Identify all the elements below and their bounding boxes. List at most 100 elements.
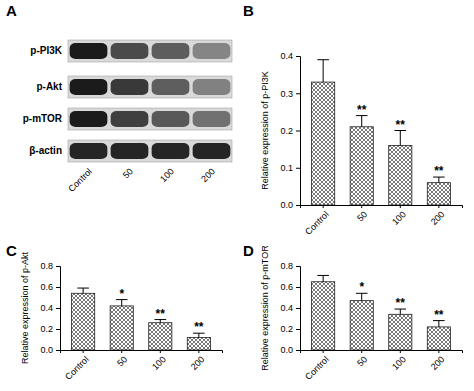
blot-band <box>70 79 108 95</box>
tick-label: 0.0 <box>280 200 293 210</box>
y-tick: 0.3 <box>280 89 300 99</box>
tick-mark <box>296 168 300 169</box>
tick-mark <box>296 266 300 267</box>
tick-label: 50 <box>115 354 129 368</box>
tick-mark <box>296 93 300 94</box>
tick-label: 0.0 <box>40 345 53 355</box>
y-tick: 0.0 <box>280 345 300 355</box>
tick-mark <box>296 131 300 132</box>
panel-letter: A <box>6 2 17 19</box>
tick-label: 200 <box>429 354 447 372</box>
tick-label: 0.8 <box>40 261 53 271</box>
tick-mark <box>400 205 401 208</box>
tick-mark <box>438 205 439 208</box>
blot-band <box>111 43 149 59</box>
blot-band <box>152 143 190 159</box>
tick-label: 0.8 <box>280 261 293 271</box>
tick-label: 0.0 <box>280 345 293 355</box>
significance: ** <box>434 308 444 322</box>
y-tick: 0.6 <box>40 282 60 292</box>
error-bar <box>317 275 329 281</box>
x-tick: 100 <box>390 205 408 227</box>
error-cap <box>317 275 329 276</box>
blot-lane-label: 200 <box>199 166 217 184</box>
chart-title: B <box>243 2 254 19</box>
error-cap <box>317 59 329 60</box>
tick-mark <box>296 205 300 206</box>
tick-label: 50 <box>355 354 369 368</box>
x-axis: Control50100200 <box>61 350 223 382</box>
y-axis: 0.00.10.20.30.4 <box>280 51 300 210</box>
x-tick: 200 <box>189 350 207 372</box>
axis-line <box>301 206 463 209</box>
bar <box>149 323 172 350</box>
tick-mark <box>323 350 324 353</box>
error-cap <box>77 288 89 289</box>
tick-label: 0.3 <box>280 89 293 99</box>
significance: ** <box>156 307 166 321</box>
blot-band <box>193 143 231 159</box>
tick-mark <box>296 56 300 57</box>
bar <box>350 301 373 350</box>
tick-mark <box>56 350 60 351</box>
error-stem <box>361 293 362 300</box>
y-tick: 0.4 <box>280 303 300 313</box>
y-tick: 0.4 <box>40 303 60 313</box>
blot-band <box>193 79 231 95</box>
plot-area <box>312 275 451 350</box>
blot-band <box>70 43 108 59</box>
tick-mark <box>296 287 300 288</box>
bar <box>350 127 373 205</box>
bar <box>427 183 450 205</box>
error-bar <box>77 288 89 293</box>
x-tick: 100 <box>150 350 168 372</box>
tick-label: 0.2 <box>280 126 293 136</box>
tick-label: 0.4 <box>280 303 293 313</box>
tick-label: 0.1 <box>280 163 293 173</box>
blot-band <box>152 43 190 59</box>
blot-band <box>70 111 108 127</box>
blot-strip <box>68 40 232 62</box>
tick-mark <box>361 350 362 353</box>
y-axis-title: Relative expression of p-mTOR <box>260 245 270 371</box>
significance: ** <box>396 296 406 310</box>
tick-mark <box>56 329 60 330</box>
blot-band <box>193 43 231 59</box>
tick-label: 50 <box>355 209 369 223</box>
tick-label: 100 <box>150 354 168 372</box>
y-tick: 0.1 <box>280 163 300 173</box>
tick-mark <box>56 287 60 288</box>
tick-label: 200 <box>189 354 207 372</box>
tick-mark <box>83 350 84 353</box>
error-stem <box>361 116 362 127</box>
tick-label: 100 <box>390 209 408 227</box>
y-tick: 0.6 <box>280 282 300 292</box>
error-stem <box>400 131 401 146</box>
axis-line <box>301 351 463 354</box>
tick-label: Control <box>303 209 331 237</box>
bar <box>427 327 450 350</box>
significance: ** <box>194 320 204 334</box>
y-axis: 0.0 0.2 0.4 0.6 0.8 <box>280 261 300 355</box>
significance: ** <box>357 103 367 117</box>
chart-panel: D*****0.00.20.40.60.8Control50100200Rela… <box>243 242 463 382</box>
tick-mark <box>198 350 199 353</box>
blot-band <box>111 143 149 159</box>
x-axis: Control 50 100 200 <box>301 205 463 237</box>
axis-line <box>296 267 301 351</box>
blot-lane-label: Control <box>66 166 94 194</box>
tick-mark <box>323 205 324 208</box>
x-tick: 200 <box>429 205 447 227</box>
x-tick: Control <box>303 205 331 237</box>
chart-title: D <box>243 242 254 259</box>
x-tick: 50 <box>115 350 129 368</box>
error-bar <box>317 60 329 82</box>
x-tick: 50 <box>355 205 369 223</box>
blot-strip <box>68 76 232 98</box>
tick-mark <box>121 350 122 353</box>
tick-label: 0.2 <box>40 324 53 334</box>
significance: ** <box>396 118 406 132</box>
chart-panel: C*****0.00.20.40.60.8Control50100200Rela… <box>6 242 223 382</box>
bar <box>312 82 335 205</box>
tick-label: 0.2 <box>280 324 293 334</box>
